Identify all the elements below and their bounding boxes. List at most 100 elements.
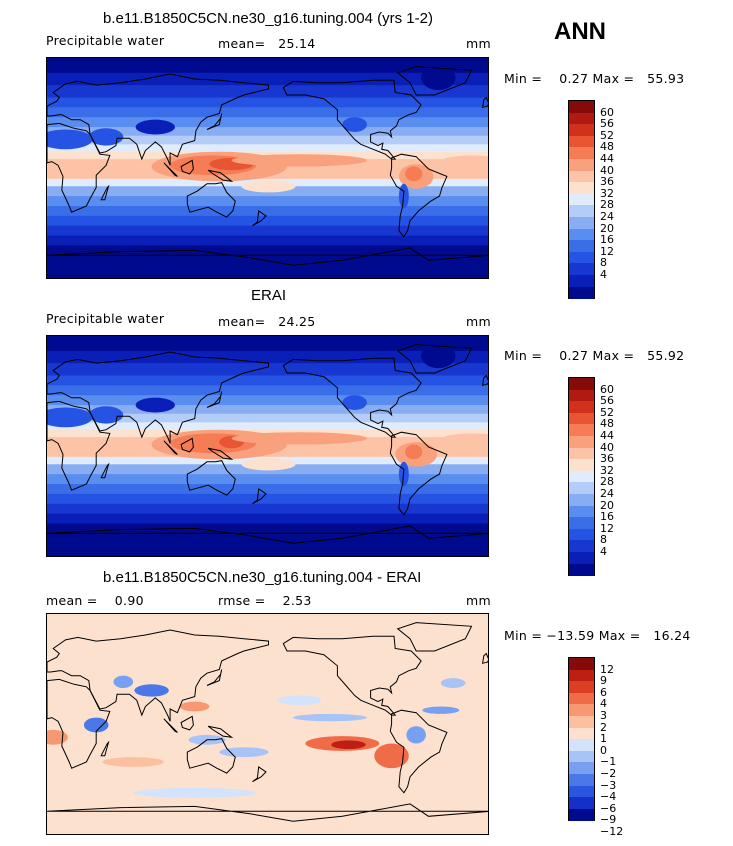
colorbar-swatch [569,681,594,694]
coastline [389,153,448,238]
coastline [282,79,422,160]
coastline [180,159,194,175]
field-contour [241,458,296,471]
coastline [47,525,488,544]
coastline [396,66,473,96]
panel-3-units-label: mm [466,593,491,608]
field-contour [135,397,175,413]
colorbar-tick-label: 56 [600,394,614,408]
field-band [47,375,488,386]
colorbar-tick-label: −6 [600,801,617,815]
field-contour [61,161,87,177]
field-contour [179,701,210,712]
field-band [47,513,488,524]
colorbar-swatch [569,275,594,288]
coastline [207,169,234,183]
colorbar-tick-label: 28 [600,475,614,489]
field-band [47,127,488,137]
field-band [47,484,488,495]
coastline [282,357,422,438]
field-contour [134,684,169,697]
colorbar-tick-label: 52 [600,405,614,419]
colorbar-tick-label: 36 [600,175,614,189]
coastline [252,210,267,227]
field-contour [88,128,124,146]
colorbar-tick-label: 12 [600,244,614,258]
colorbar-swatch [569,517,594,530]
field-contour [133,787,257,798]
colorbar-swatch [569,112,594,125]
field-band [47,117,488,128]
panel-1-variable-label: Precipitable water [46,33,165,48]
panel-2-map [46,335,489,557]
coastline [389,709,448,794]
field-contour [113,675,134,688]
coastline [47,73,269,166]
colorbar-tick-label: 0 [600,743,607,757]
colorbar-tick-label: 4 [600,268,607,281]
field-band [47,422,488,431]
colorbar-swatch [569,669,594,682]
colorbar-tick-label: −12 [600,825,624,838]
colorbar-tick-label: 12 [600,662,614,676]
field-contour [421,65,456,91]
coastline [100,462,110,479]
coastline [163,162,178,177]
coastline [186,738,236,774]
colorbar-swatch [569,482,594,495]
field-contour [331,740,366,750]
panel-2-variable-label: Precipitable water [46,311,165,326]
colorbar-tick-label: 36 [600,452,614,466]
colorbar-tick-label: 4 [600,545,607,558]
field-contour [61,439,87,455]
field-contour [440,155,488,168]
colorbar-swatch [569,147,594,160]
panel-1-units-label: mm [466,36,491,51]
field-contour [231,154,367,167]
field-contour [241,180,296,193]
coastline [163,718,178,733]
panel-3-rmse-label: rmse = 2.53 [218,593,312,608]
coastline [396,622,473,652]
colorbar-swatch [569,762,594,775]
colorbar-swatch [569,528,594,541]
colorbar-swatch [569,774,594,787]
colorbar-swatch [569,135,594,148]
colorbar-swatch [569,540,594,553]
field-band [47,225,488,237]
panel-2-units-label: mm [466,314,491,329]
colorbar-swatch [569,470,594,483]
coastline [207,725,234,739]
colorbar-tick-label: 3 [600,709,607,722]
field-band [47,493,488,505]
field-contour [342,117,367,132]
coastline [47,122,111,213]
colorbar-tick-label: 44 [600,152,614,165]
colorbar-tick-label: 12 [600,521,614,535]
colorbar-tick-label: −1 [600,755,617,769]
colorbar-tick-label: 8 [600,533,607,547]
colorbar-swatch [569,182,594,195]
coastline [47,803,488,822]
panel-1-map-plot [47,58,488,278]
panel-3-map-plot [47,614,488,834]
colorbar-tick-label: 60 [600,105,614,119]
colorbar-tick-label: 2 [600,720,607,734]
field-contour [421,343,456,369]
coastline [47,351,269,444]
colorbar-tick-label: −9 [600,813,617,827]
coastline [186,182,236,218]
field-contour [47,533,269,554]
field-band [47,503,488,515]
coastline [206,113,223,130]
panel-2-mean-label: mean= 24.25 [218,314,316,329]
field-band [47,196,488,207]
field-contour [83,717,109,733]
coastline [47,629,269,722]
colorbar-swatch [569,739,594,752]
field-contour [293,713,367,722]
field-contour [47,129,93,150]
season-label: ANN [554,18,606,45]
coastline [100,740,110,757]
panel-3-mean-label: mean = 0.90 [46,593,144,608]
